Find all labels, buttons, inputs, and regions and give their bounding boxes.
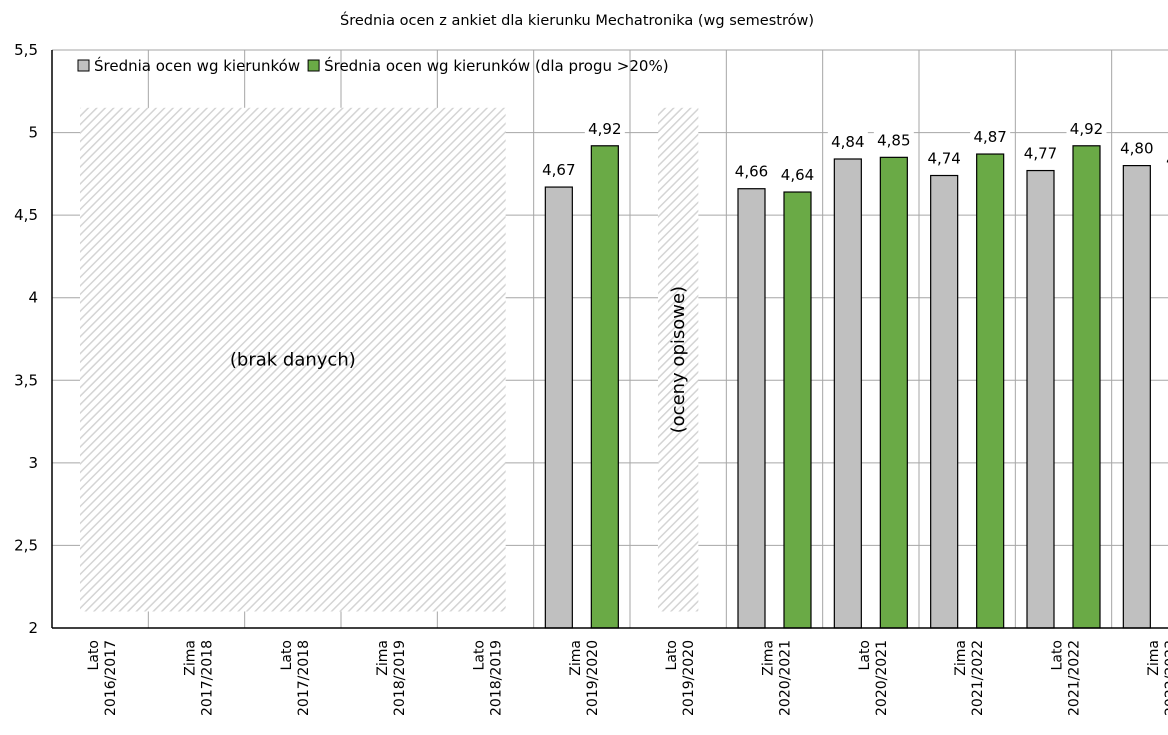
x-tick-label: Lato2019/2020	[664, 640, 697, 716]
y-tick-label: 5	[28, 124, 38, 142]
data-label-bg	[584, 116, 625, 139]
y-tick-label: 4,5	[14, 206, 38, 224]
x-tick-label: Zima2019/2020	[568, 640, 601, 716]
data-label-bg	[1020, 141, 1061, 164]
data-label-bg	[873, 128, 914, 151]
legend-label: Średnia ocen wg kierunków	[94, 56, 300, 75]
data-label: 4,74	[927, 150, 960, 168]
chart-title: Średnia ocen z ankiet dla kierunku Mecha…	[340, 11, 814, 29]
bar	[1122, 165, 1151, 629]
data-label: 4,84	[831, 133, 864, 151]
x-tick-label: Zima2022/2023	[1146, 640, 1168, 716]
x-tick-label: Lato2018/2019	[472, 640, 505, 716]
data-label: 4,80	[1120, 140, 1153, 158]
data-label: 4,92	[588, 120, 621, 138]
x-tick-label: Zima2017/2018	[183, 640, 216, 716]
x-tick-label: Zima2020/2021	[761, 640, 794, 716]
y-tick-label: 2,5	[14, 536, 38, 554]
data-label-bg	[924, 146, 965, 169]
data-label-bg	[1162, 148, 1168, 171]
bar	[879, 156, 908, 629]
y-tick-label: 3	[28, 454, 38, 472]
data-label: 4,64	[781, 166, 814, 184]
data-label-bg	[777, 163, 818, 186]
data-label: 4,66	[735, 163, 768, 181]
legend-swatch	[77, 59, 90, 72]
no-data-area	[80, 107, 506, 612]
no-data-area	[658, 107, 699, 612]
bar	[976, 153, 1005, 629]
data-label-bg	[538, 158, 579, 181]
legend-label: Średnia ocen wg kierunków (dla progu >20…	[324, 56, 668, 75]
data-label: 4,92	[1070, 120, 1103, 138]
axes: 2 2,5 3 3,5 4 4,5 5 5,5 Lato2016/2017 Zima2017/20…	[14, 41, 1168, 716]
x-tick-label: Zima2018/2019	[375, 640, 408, 716]
y-tick-label: 5,5	[14, 41, 38, 59]
data-label-bg	[827, 129, 868, 152]
y-tick-label: 4	[28, 289, 38, 307]
y-tick-label: 2	[28, 619, 38, 637]
bar	[544, 186, 573, 629]
bar	[1072, 145, 1101, 629]
data-label-bg	[970, 125, 1011, 148]
bars	[544, 145, 1151, 629]
data-label: 4,73	[1166, 151, 1168, 169]
data-label: 4,67	[542, 161, 575, 179]
bar	[930, 174, 959, 629]
data-labels: 4,67 4,66 4,84 4,74 4,77 4,80 4,92 4,64 4,85 4,87…	[538, 116, 1168, 186]
bar	[1026, 169, 1055, 629]
annotation-label: (oceny opisowe)	[668, 286, 689, 433]
annotation-label: (brak danych)	[230, 350, 356, 371]
bar	[737, 188, 766, 629]
y-tick-label: 3,5	[14, 371, 38, 389]
bar	[590, 145, 619, 629]
x-tick-label: Lato2016/2017	[86, 640, 119, 716]
data-label-bg	[1116, 136, 1157, 159]
bar	[833, 158, 862, 629]
x-tick-label: Lato2020/2021	[857, 640, 890, 716]
data-label-bg	[1066, 116, 1107, 139]
annotations: (brak danych) (oceny opisowe)	[80, 107, 699, 612]
x-tick-label: Lato2017/2018	[279, 640, 312, 716]
legend: Średnia ocen wg kierunków Średnia ocen wg…	[77, 56, 669, 75]
x-tick-label: Zima2021/2022	[953, 640, 986, 716]
data-label: 4,85	[877, 131, 910, 149]
x-tick-label: Lato2021/2022	[1050, 640, 1083, 716]
data-label: 4,87	[973, 128, 1006, 146]
legend-swatch	[307, 59, 320, 72]
bar	[783, 191, 812, 629]
data-label-bg	[731, 159, 772, 182]
data-label: 4,77	[1024, 145, 1057, 163]
